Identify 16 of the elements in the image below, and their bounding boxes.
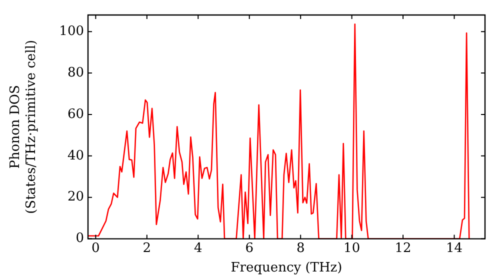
x-tick-label: 0 [92,240,100,256]
x-axis-title: Frequency (THz) [230,260,342,276]
x-tick-label: 2 [142,240,152,256]
y-tick-label: 40 [67,148,84,164]
y-tick-label: 80 [67,65,84,80]
x-tick-label: 4 [194,240,202,256]
x-tick-label: 6 [245,240,254,256]
y-axis-title: Phonon DOS (States/THz·primitive cell) [8,40,39,214]
x-tick-label: 12 [394,240,412,256]
y-tick-label: 100 [59,24,84,39]
y-tick-label: 20 [67,190,84,205]
x-tick-label: 10 [344,240,360,256]
x-tick-label: 14 [446,240,463,256]
y-tick-label: 60 [67,106,84,122]
x-tick-label: 8 [296,240,305,256]
y-tick-label: 0 [76,231,84,246]
